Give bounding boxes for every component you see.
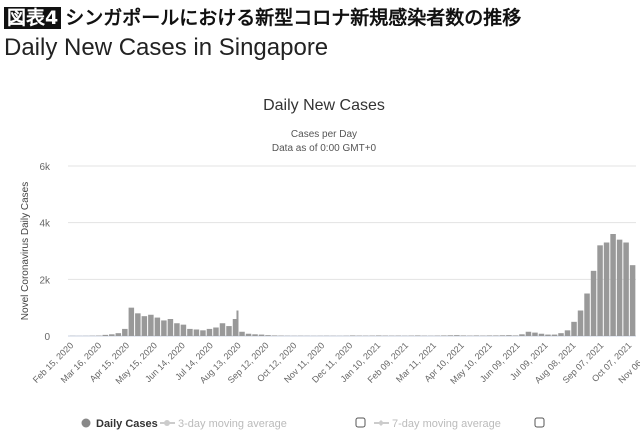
bar [161,320,167,336]
chart-title: Daily New Cases [263,97,385,114]
bar [629,265,636,336]
y-tick-label: 4k [39,219,51,230]
y-tick-label: 0 [44,332,50,343]
bar [349,335,356,336]
legend-marker-daily [81,418,91,428]
bar [252,334,258,336]
bar [213,327,219,336]
legend-7day-average[interactable]: 7-day moving average [392,418,501,430]
bar [519,334,525,336]
legend-marker-3day [164,420,170,426]
bar [616,239,623,336]
bar [603,242,610,336]
bar [180,324,187,336]
bar [271,335,278,336]
figure-header: 図表4 シンガポールにおける新型コロナ新規感染者数の推移 [4,3,521,30]
bar [538,333,545,336]
bar [493,335,499,336]
bar [597,245,603,336]
bar [141,316,148,336]
bar [115,333,122,336]
bar [102,334,109,336]
bar [122,328,128,336]
bar [577,310,584,336]
bar [506,335,512,336]
bar [232,319,239,336]
bar [174,323,180,336]
bar [219,323,226,336]
bar [447,335,454,336]
bar [109,334,115,336]
legend: Daily Cases 3-day moving average 7-day m… [81,417,545,430]
legend-7day-checkbox[interactable] [534,417,545,428]
y-tick-label: 2k [39,275,51,286]
y-tick-label: 6k [39,162,51,173]
legend-marker-7day [378,420,384,426]
bar [128,307,135,336]
bar [135,313,141,336]
bar [239,331,245,336]
bar [148,314,154,336]
bar [525,331,532,336]
figure-badge: 図表4 [4,7,62,29]
legend-3day-checkbox[interactable] [355,417,366,428]
bar [154,317,161,336]
bar [486,335,493,336]
bar [245,333,252,336]
chart-subtitle-2: Data as of 0:00 GMT+0 [272,143,377,154]
bar [545,334,551,336]
bar [460,335,467,336]
chart-subtitle-1: Cases per Day [291,129,357,140]
bar [564,330,571,336]
bar [206,328,213,336]
bar [623,242,629,336]
bar [454,335,460,336]
bar [551,334,558,336]
legend-daily-cases[interactable]: Daily Cases [96,418,158,430]
bar [415,335,421,336]
bar [167,319,174,336]
bar [584,293,590,336]
y-axis-label: Novel Coronavirus Daily Cases [20,182,31,320]
bar [258,334,265,336]
bar [512,335,519,336]
bar [473,335,480,336]
figure-subtitle: Daily New Cases in Singapore [4,34,329,61]
bar [558,333,564,336]
bar [265,335,271,336]
bar [375,335,382,336]
bar [193,329,200,336]
bar-spike [236,310,239,336]
figure-title: シンガポールにおける新型コロナ新規感染者数の推移 [65,7,522,29]
legend-3day-average[interactable]: 3-day moving average [178,418,287,430]
bar [187,328,193,336]
bar [571,321,577,336]
bar [499,335,506,336]
bar [590,270,597,336]
bar [532,332,538,336]
bar [226,326,232,336]
bar [610,234,616,336]
bar [200,330,206,336]
bar [441,335,447,336]
